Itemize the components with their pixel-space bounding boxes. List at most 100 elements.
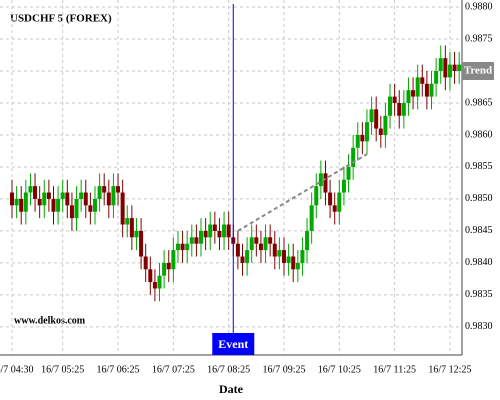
x-axis-title: Date bbox=[219, 382, 244, 396]
y-tick-label: 0.9845 bbox=[465, 225, 493, 236]
candle-body bbox=[420, 77, 425, 84]
candle-body bbox=[258, 243, 263, 251]
y-tick-label: 0.9875 bbox=[465, 33, 493, 44]
candle-body bbox=[235, 243, 240, 257]
candle-body bbox=[434, 71, 439, 84]
candle-body bbox=[328, 192, 333, 206]
candle-body bbox=[180, 243, 185, 251]
candle-body bbox=[277, 250, 282, 257]
candle-body bbox=[415, 77, 420, 97]
candle-body bbox=[42, 192, 47, 206]
candle-body bbox=[28, 186, 33, 193]
trend-line bbox=[237, 153, 368, 232]
candle-body bbox=[203, 230, 208, 238]
candle-body bbox=[305, 230, 310, 251]
candle-body bbox=[411, 90, 416, 97]
candle-body bbox=[166, 262, 171, 270]
candle-body bbox=[56, 198, 61, 212]
candle-body bbox=[46, 192, 51, 199]
x-tick-label: 16/7 08:25 bbox=[207, 364, 250, 375]
candle-body bbox=[226, 224, 231, 238]
y-tick-label: 0.9855 bbox=[465, 161, 493, 172]
candle-body bbox=[152, 282, 157, 289]
candle-body bbox=[401, 102, 406, 116]
candle-body bbox=[295, 262, 300, 270]
candle-body bbox=[291, 256, 296, 270]
candle-body bbox=[268, 237, 273, 244]
candle-body bbox=[199, 230, 204, 244]
watermark: www.delkos.com bbox=[14, 315, 86, 326]
event-label: Event bbox=[218, 337, 248, 351]
candle-body bbox=[162, 262, 167, 276]
candle-body bbox=[406, 90, 411, 103]
y-tick-label: 0.9840 bbox=[465, 257, 493, 268]
x-tick-label: 16/7 11:25 bbox=[373, 364, 416, 375]
candle-body bbox=[240, 256, 245, 263]
candle-body bbox=[397, 102, 402, 116]
y-tick-label: 0.9835 bbox=[465, 289, 493, 300]
candle-body bbox=[374, 109, 379, 129]
x-tick-label: 16/7 12:25 bbox=[428, 364, 471, 375]
candle-body bbox=[383, 115, 388, 135]
candle-body bbox=[51, 198, 56, 212]
candle-body bbox=[171, 250, 176, 270]
candle-body bbox=[37, 198, 42, 206]
candle-body bbox=[134, 230, 139, 238]
candle-body bbox=[443, 58, 448, 78]
candle-body bbox=[222, 224, 227, 238]
x-tick-label: 16/7 10:25 bbox=[318, 364, 361, 375]
candle-body bbox=[33, 186, 38, 199]
trend-label: Trend bbox=[464, 65, 492, 77]
candle-body bbox=[185, 243, 190, 251]
candle-body bbox=[14, 198, 19, 206]
y-tick-label: 0.9830 bbox=[465, 321, 493, 332]
candle-body bbox=[102, 186, 107, 193]
candle-body bbox=[88, 205, 93, 212]
x-tick-label: 16/7 04:30 bbox=[0, 364, 34, 375]
x-tick-label: 16/7 05:25 bbox=[41, 364, 84, 375]
candle-body bbox=[74, 198, 79, 219]
candle-body bbox=[272, 243, 277, 257]
candle-body bbox=[429, 83, 434, 97]
candle-body bbox=[341, 179, 346, 193]
candle-body bbox=[208, 224, 213, 238]
candle-body bbox=[83, 192, 88, 206]
candle-body bbox=[212, 224, 217, 231]
candle-body bbox=[355, 134, 360, 148]
candle-body bbox=[254, 237, 259, 244]
candle-body bbox=[346, 166, 351, 180]
candle-body bbox=[392, 96, 397, 103]
candle-body bbox=[424, 83, 429, 97]
candle-body bbox=[97, 186, 102, 199]
candle-body bbox=[65, 192, 70, 206]
candle-body bbox=[263, 237, 268, 251]
candle-body bbox=[332, 205, 337, 212]
candle-body bbox=[323, 173, 328, 193]
candle-body bbox=[217, 230, 222, 238]
candle-body bbox=[364, 122, 369, 142]
y-tick-label: 0.9860 bbox=[465, 129, 493, 140]
candle-body bbox=[92, 198, 97, 212]
trend-label-box bbox=[462, 62, 494, 80]
candle-body bbox=[318, 173, 323, 187]
candle-body bbox=[116, 186, 121, 193]
candle-body bbox=[281, 250, 286, 263]
candle-body bbox=[452, 64, 457, 71]
candle-body bbox=[175, 243, 180, 251]
candle-body bbox=[143, 256, 148, 270]
x-tick-label: 16/7 09:25 bbox=[262, 364, 305, 375]
candle-body bbox=[300, 250, 305, 263]
candle-body bbox=[457, 64, 462, 71]
candle-body bbox=[129, 218, 134, 238]
candle-body bbox=[69, 205, 74, 219]
candle-body bbox=[249, 237, 254, 251]
candle-body bbox=[60, 192, 65, 199]
candle-body bbox=[148, 269, 153, 283]
x-tick-label: 16/7 06:25 bbox=[96, 364, 139, 375]
y-tick-label: 0.9850 bbox=[465, 193, 493, 204]
candle-body bbox=[79, 192, 84, 199]
candle-body bbox=[286, 256, 291, 263]
candle-body bbox=[369, 109, 374, 123]
candle-body bbox=[111, 186, 116, 206]
